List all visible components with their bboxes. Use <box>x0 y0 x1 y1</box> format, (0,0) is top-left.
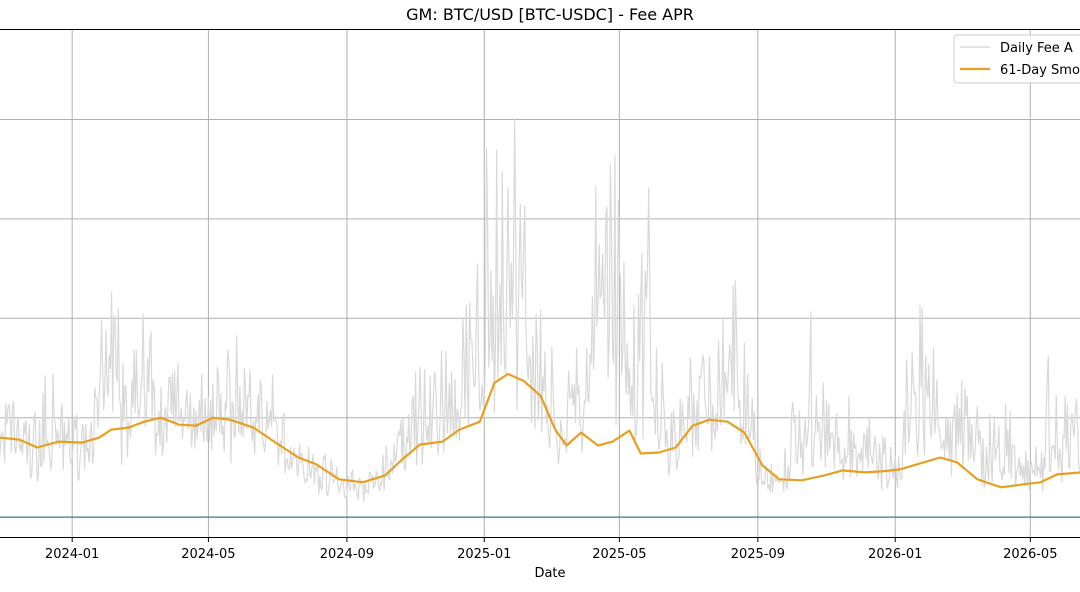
legend-label: Daily Fee A <box>1000 41 1073 56</box>
x-axis-label: Date <box>534 566 565 581</box>
x-tick-label: 2024-05 <box>181 547 235 562</box>
x-tick-label: 2026-01 <box>868 547 922 562</box>
x-axis: 2024-01 2024-05 2024-09 2025-01 2025-05 2025-… <box>45 537 1057 562</box>
x-tick-label: 2024-09 <box>320 547 374 562</box>
grid <box>0 30 1080 537</box>
chart-title: GM: BTC/USD [BTC-USDC] - Fee APR <box>406 5 694 24</box>
x-tick-label: 2024-01 <box>45 547 99 562</box>
series-smoothed-line <box>0 372 1080 489</box>
x-tick-label: 2025-01 <box>457 547 511 562</box>
x-tick-label: 2026-05 <box>1003 547 1057 562</box>
x-tick-label: 2025-09 <box>731 547 785 562</box>
legend: Daily Fee A 61-Day Smo <box>953 34 1080 84</box>
x-tick-label: 2025-05 <box>592 547 646 562</box>
series-daily-fee-line <box>0 118 1080 503</box>
plot-frame <box>0 29 1080 538</box>
legend-label: 61-Day Smo <box>1000 63 1080 78</box>
plot-area <box>0 118 1080 518</box>
